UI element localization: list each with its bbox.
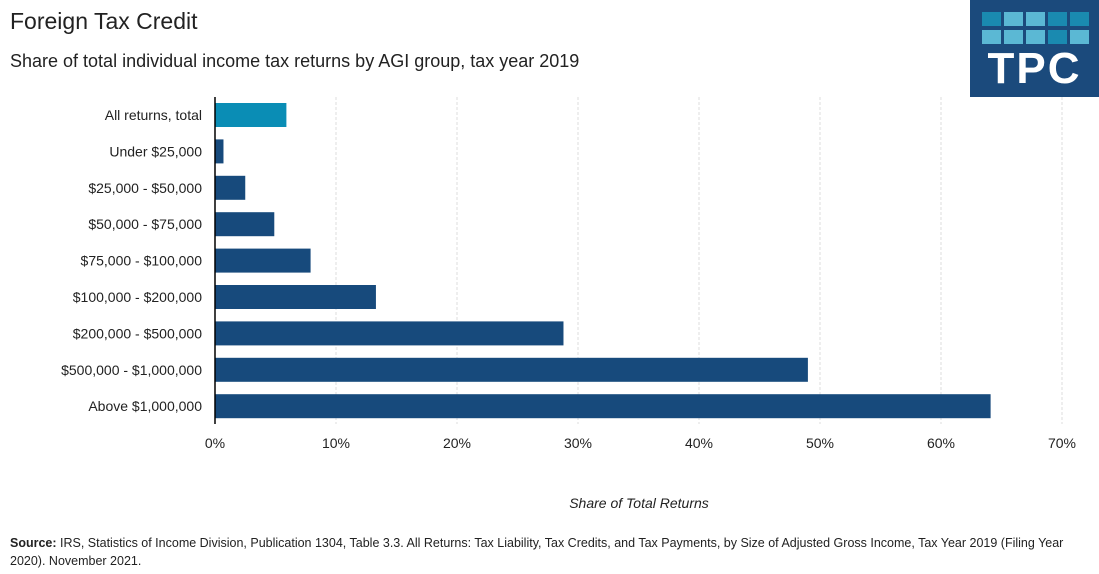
logo-square xyxy=(1004,12,1023,26)
x-tick-label: 10% xyxy=(322,435,350,451)
bar xyxy=(215,248,311,273)
x-tick-label: 50% xyxy=(806,435,834,451)
bar xyxy=(215,394,991,419)
y-tick-label: Under $25,000 xyxy=(109,143,202,159)
bar xyxy=(215,321,564,346)
x-tick-label: 30% xyxy=(564,435,592,451)
logo-square xyxy=(1070,12,1089,26)
bar xyxy=(215,139,224,164)
logo-square xyxy=(1004,30,1023,44)
logo-square xyxy=(1070,30,1089,44)
y-tick-label: Above $1,000,000 xyxy=(88,398,202,414)
source-label: Source: xyxy=(10,536,57,550)
y-tick-label: $25,000 - $50,000 xyxy=(88,180,202,196)
chart-title: Foreign Tax Credit xyxy=(10,8,198,34)
x-tick-label: 60% xyxy=(927,435,955,451)
bar xyxy=(215,357,808,382)
y-tick-label: $50,000 - $75,000 xyxy=(88,216,202,232)
x-tick-label: 0% xyxy=(205,435,225,451)
logo-square xyxy=(1048,12,1067,26)
source-note: Source: IRS, Statistics of Income Divisi… xyxy=(10,534,1090,570)
x-tick-label: 40% xyxy=(685,435,713,451)
tpc-logo: TPC xyxy=(970,0,1099,97)
logo-text: TPC xyxy=(987,44,1082,93)
bar xyxy=(215,285,376,309)
logo-square xyxy=(982,12,1001,26)
logo-square xyxy=(982,30,1001,44)
bar xyxy=(215,103,287,127)
y-tick-label: $200,000 - $500,000 xyxy=(73,325,202,341)
y-tick-label: $75,000 - $100,000 xyxy=(81,253,203,269)
x-tick-label: 20% xyxy=(443,435,471,451)
chart-subtitle: Share of total individual income tax ret… xyxy=(10,51,580,71)
x-axis-title: Share of Total Returns xyxy=(569,495,709,511)
y-tick-label: $100,000 - $200,000 xyxy=(73,289,202,305)
logo-square xyxy=(1026,30,1045,44)
logo-square xyxy=(1048,30,1067,44)
bar xyxy=(215,212,275,237)
x-tick-label: 70% xyxy=(1048,435,1076,451)
source-text: IRS, Statistics of Income Division, Publ… xyxy=(10,536,1064,568)
bar xyxy=(215,175,246,200)
logo-square xyxy=(1026,12,1045,26)
y-tick-label: All returns, total xyxy=(105,107,202,123)
y-tick-label: $500,000 - $1,000,000 xyxy=(61,362,202,378)
